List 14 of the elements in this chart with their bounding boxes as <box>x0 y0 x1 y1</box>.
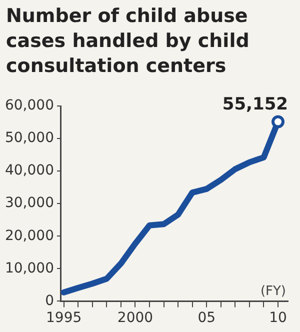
x-tick-label: 10 <box>269 310 287 326</box>
y-tick-label: 0 <box>45 292 54 309</box>
y-tick-label: 10,000 <box>4 260 54 276</box>
y-tick-label: 20,000 <box>4 228 54 244</box>
y-tick-label: 50,000 <box>4 130 54 146</box>
y-tick-label: 30,000 <box>4 195 54 212</box>
x-axis-title: (FY) <box>260 284 286 300</box>
y-tick-label: 40,000 <box>4 162 54 179</box>
x-tick-label: 2000 <box>117 310 154 326</box>
x-tick-label: 1995 <box>46 310 82 326</box>
y-tick-label: 60,000 <box>4 98 54 114</box>
chart-title: Number of child abuse cases handled by child consultation centers <box>5 4 250 78</box>
x-tick-label: 05 <box>198 310 216 326</box>
annotation: 55,152 <box>222 94 288 115</box>
